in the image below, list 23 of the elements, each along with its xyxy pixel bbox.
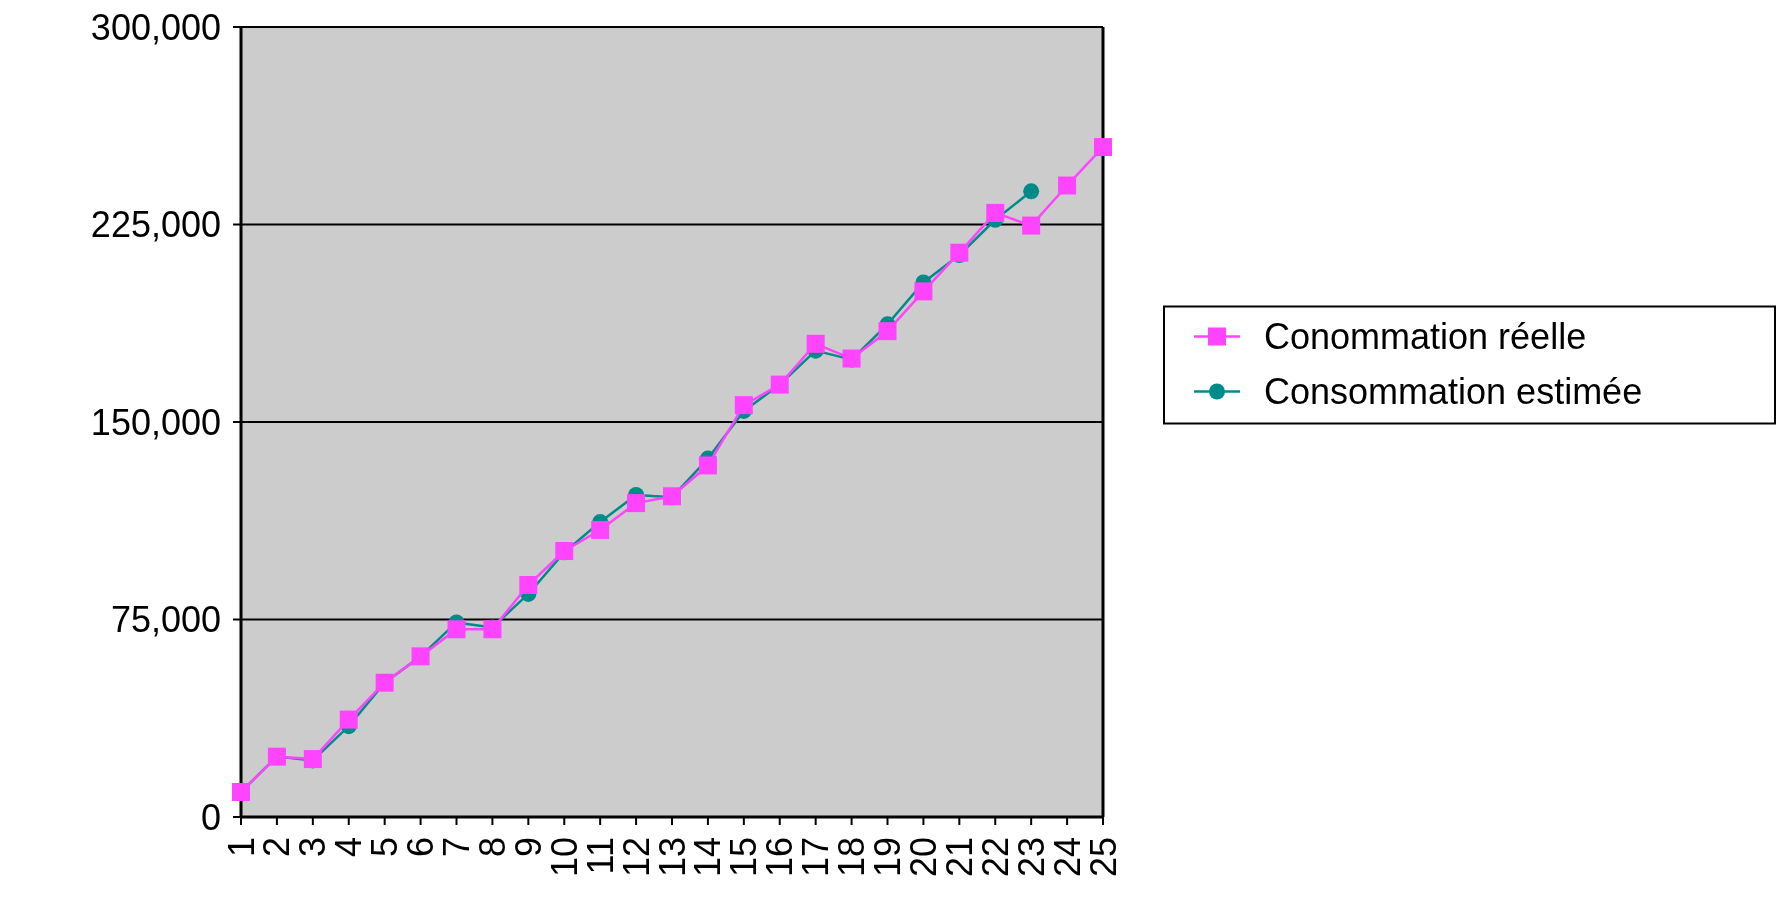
point [339,710,358,729]
y-tick-label: 225,000 [90,204,221,245]
point [1022,216,1041,235]
point [986,203,1005,222]
point [806,334,825,353]
point [698,456,717,475]
y-tick-label: 0 [200,796,221,838]
point [914,282,933,301]
point [734,396,753,415]
y-tick-label: 300,000 [90,6,221,48]
point [950,243,969,262]
point [591,520,610,539]
point [447,620,466,639]
point [519,576,538,594]
point [1058,176,1077,195]
y-tick-label: 75,000 [110,599,221,640]
point [1094,138,1112,157]
legend-label: Conommation réelle [1264,316,1587,357]
point [1023,183,1040,200]
y-tick-label: 150,000 [90,401,221,443]
point [878,322,897,341]
legend-label: Consommation estimée [1264,371,1643,412]
point [627,494,646,513]
